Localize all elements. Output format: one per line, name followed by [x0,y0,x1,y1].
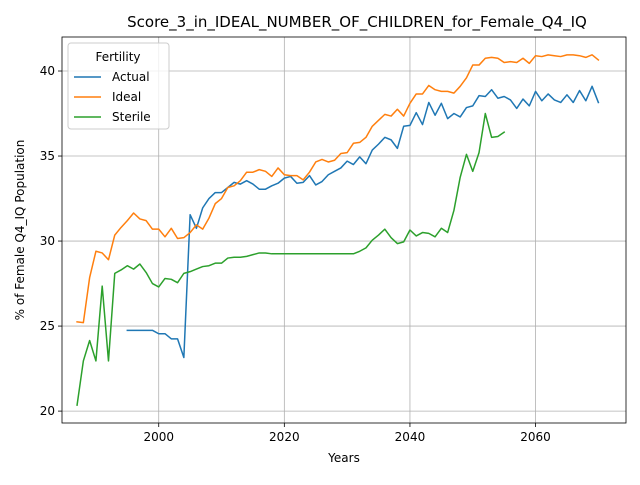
legend-frame [67,42,170,130]
y-axis-ticks: 20 25 30 35 40 [40,64,62,418]
x-axis-label: Years [327,451,360,465]
x-tick-label: 2020 [269,430,300,444]
series-line-actual [126,85,600,359]
series-group [76,54,600,406]
legend-items: Actual Ideal Sterile [74,70,151,124]
legend-label-actual: Actual [112,70,150,84]
x-tick-label: 2060 [520,430,551,444]
legend: Fertility Actual Ideal Sterile [67,42,170,130]
x-axis-ticks: 2000 2020 2040 2060 [143,423,551,444]
series-line-ideal [76,54,600,324]
x-tick-label: 2000 [143,430,174,444]
y-tick-label: 35 [40,149,55,163]
y-tick-label: 20 [40,404,55,418]
legend-title: Fertility [95,50,140,64]
legend-label-ideal: Ideal [112,90,141,104]
y-tick-label: 25 [40,319,55,333]
plot-area-frame [61,36,627,424]
chart-title: Score_3_in_IDEAL_NUMBER_OF_CHILDREN_for_… [127,13,587,32]
x-tick-label: 2040 [395,430,426,444]
series-line-sterile [76,112,506,406]
y-tick-label: 30 [40,234,55,248]
legend-label-sterile: Sterile [112,110,151,124]
y-axis-label: % of Female Q4_IQ Population [13,140,27,321]
y-tick-label: 40 [40,64,55,78]
